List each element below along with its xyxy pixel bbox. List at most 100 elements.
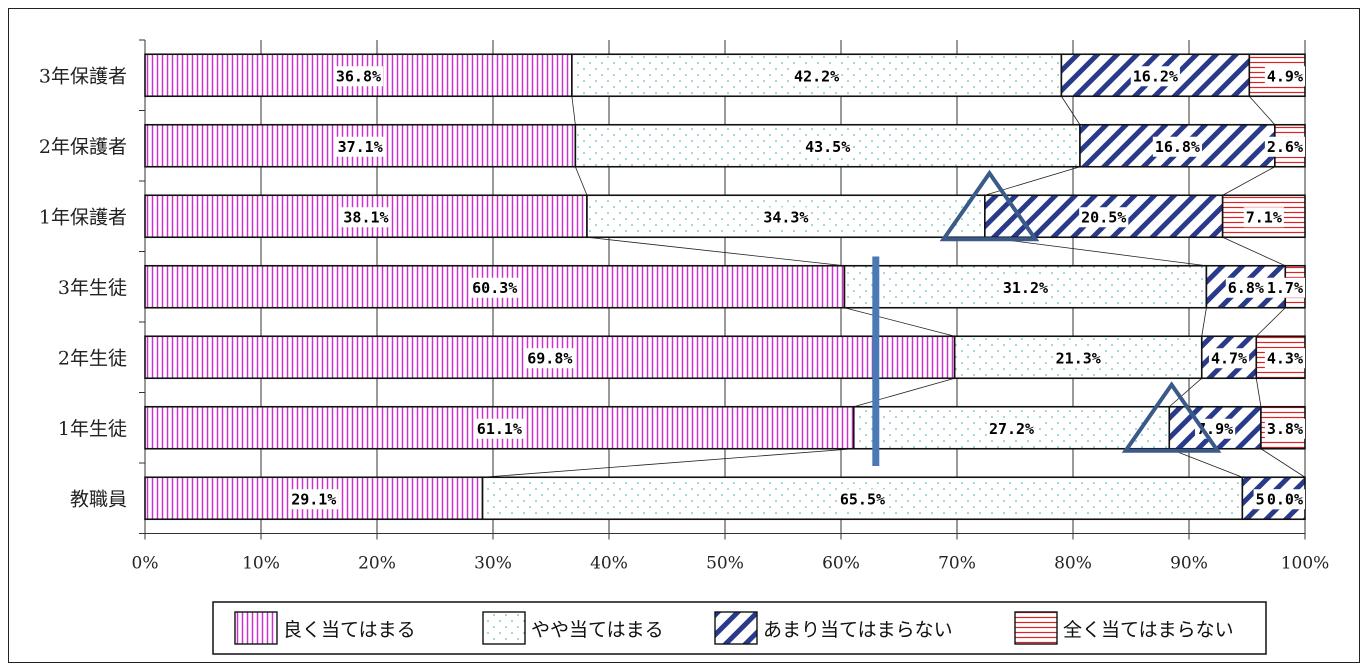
series-connector (1222, 236, 1286, 267)
data-labels: 36.8% 42.2% 16.2% 4.9% 37.1% 43.5% 16.8% 2.6% 38… (289, 66, 1305, 510)
connector-lines (482, 95, 1306, 478)
x-tick-label: 70% (938, 554, 976, 574)
data-label-bg (803, 136, 853, 157)
data-label-bg (335, 136, 385, 157)
legend-swatch (234, 611, 278, 645)
legend-swatch (1014, 611, 1058, 645)
triangle-icon (939, 169, 1040, 242)
data-label: 7.1% (1246, 208, 1282, 226)
data-label: 4.9% (1267, 67, 1303, 85)
data-label-bg (837, 489, 888, 510)
data-label-bg (1264, 277, 1305, 298)
data-label: 6.8% (1228, 279, 1264, 297)
category-label: 2年生徒 (58, 347, 127, 369)
category-label: 3年保護者 (39, 65, 127, 87)
data-label: 3.8% (1267, 420, 1303, 438)
x-tick-label: 30% (474, 554, 512, 574)
series-connector (984, 236, 1207, 267)
legend-label: 良く当てはまる (283, 619, 416, 641)
chart-frame (8, 8, 1360, 663)
x-tick-label: 90% (1170, 554, 1208, 574)
data-label-bg (1079, 207, 1129, 228)
data-label-bg (474, 418, 524, 439)
data-label-bg (1264, 489, 1305, 510)
data-label: 2.6% (1267, 138, 1303, 156)
data-label: 37.1% (338, 138, 383, 156)
bar-segment (144, 405, 855, 450)
series-connector (1255, 378, 1262, 407)
x-tick-label: 0% (132, 554, 159, 574)
data-label: 29.1% (291, 490, 336, 508)
data-label: 0.0% (1267, 490, 1303, 508)
data-label: 61.1% (477, 420, 522, 438)
series-connector (574, 166, 588, 196)
data-label-bg (1264, 348, 1305, 369)
data-label-bg (1264, 66, 1305, 87)
x-tick-labels: 0% 10% 20% 30% 40% 50% 60% 70% 80% 90% 100% (132, 554, 1330, 574)
data-label-bg (1130, 66, 1180, 87)
series-connector (571, 96, 576, 125)
category-label: 1年生徒 (58, 418, 127, 440)
annotations (872, 169, 1222, 466)
series-connector (1222, 166, 1276, 196)
data-label: 43.5% (805, 138, 850, 156)
x-tick-label: 20% (358, 554, 396, 574)
data-label: 36.8% (336, 67, 381, 85)
x-tick-label: 50% (706, 554, 744, 574)
legend-label: 全く当てはまらない (1063, 619, 1234, 641)
series-connector (844, 307, 955, 337)
data-label-bg (1264, 136, 1305, 157)
category-label: 教職員 (70, 488, 127, 510)
x-tick-label: 100% (1281, 554, 1330, 574)
data-label: 27.2% (989, 420, 1034, 438)
data-label: 21.3% (1056, 349, 1101, 367)
data-label-bg (1053, 348, 1103, 369)
x-tick-label: 10% (242, 554, 280, 574)
data-label-bg (986, 418, 1037, 439)
series-connector (1061, 96, 1081, 125)
data-label-bg (792, 66, 842, 87)
legend: 良く当てはまる やや当てはまる あまり当てはまらない 全く当てはまらない (212, 601, 1267, 655)
data-label: 1.7% (1267, 279, 1303, 297)
category-label: 2年保護者 (39, 136, 127, 158)
category-label: 3年生徒 (58, 277, 127, 299)
data-label: 42.2% (794, 67, 839, 85)
data-label: 69.8% (527, 349, 572, 367)
series-connector (853, 377, 955, 408)
data-label: 4.7% (1211, 349, 1247, 367)
x-tick-label: 40% (590, 554, 628, 574)
legend-label: やや当てはまる (531, 619, 664, 641)
series-connector (1249, 95, 1276, 126)
data-label-bg (333, 66, 384, 87)
series-connector (1169, 377, 1203, 408)
data-label: 38.1% (343, 208, 388, 226)
data-label: 31.2% (1003, 279, 1048, 297)
triangle-icon (1121, 381, 1222, 453)
x-tick-label: 80% (1054, 554, 1092, 574)
bar-segment (144, 335, 956, 380)
data-label-bg (1208, 348, 1250, 369)
series-connector (482, 448, 854, 478)
data-label-bg (1243, 207, 1284, 228)
data-label-bg (1264, 418, 1305, 439)
legend-swatch (714, 611, 758, 645)
data-label: 16.2% (1133, 67, 1178, 85)
data-label: 65.5% (840, 490, 885, 508)
series-connector (984, 166, 1081, 196)
data-label: 60.3% (472, 279, 517, 297)
category-label: 1年保護者 (39, 206, 127, 228)
data-label-bg (341, 207, 391, 228)
data-label-bg (525, 348, 575, 369)
legend-swatch (482, 611, 526, 645)
data-label-bg (1225, 277, 1266, 298)
series-connector (1201, 307, 1207, 337)
data-label-bg (761, 207, 811, 228)
data-label-bg (1000, 277, 1051, 298)
bar-segment (144, 476, 484, 521)
data-label-bg (470, 277, 520, 298)
legend-label: あまり当てはまらない (763, 619, 953, 641)
data-label: 16.8% (1155, 138, 1200, 156)
x-tick-label: 60% (822, 554, 860, 574)
